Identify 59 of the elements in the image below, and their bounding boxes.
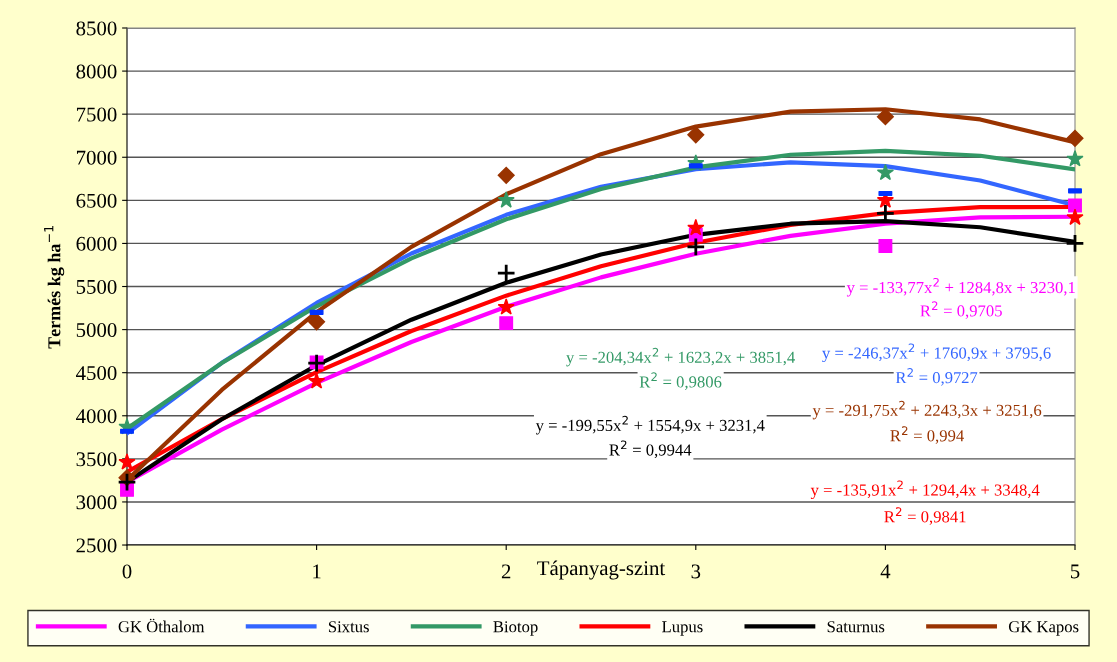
annotation: R$^{2}$ = 0,994: [890, 426, 964, 444]
point: [878, 239, 893, 253]
y-tick-label: 2500: [76, 538, 117, 553]
y-tick-label: 6000: [76, 236, 117, 251]
annotation: R$^{2}$ = 0,9727: [895, 368, 978, 386]
y-tick-label: 5000: [76, 322, 117, 338]
annotation: R$^{2}$ = 0,9944: [609, 440, 692, 459]
point: [308, 313, 326, 331]
legend-label: Lupus: [662, 621, 703, 636]
x-tick-label: 1: [313, 564, 321, 579]
point: [117, 472, 137, 492]
legend-label: Saturnus: [827, 621, 885, 633]
point: [686, 237, 706, 257]
annotation: y = -246,37x$^{2}$ + 1760,9x + 3795,6: [822, 343, 1051, 363]
point: [307, 372, 326, 389]
point: [1066, 129, 1084, 147]
annotation: y = -199,55x$^{2}$ + 1554,9x + 3231,4: [535, 415, 765, 435]
point: [876, 163, 895, 181]
annotation: y = -135,91x$^{2}$ + 1294,4x + 3348,4: [810, 480, 1040, 500]
x-tick-label: 4: [880, 564, 891, 579]
point: [875, 203, 896, 223]
point: [1066, 149, 1084, 167]
y-tick-label: 3500: [76, 452, 117, 467]
y-tick-label: 8000: [76, 64, 117, 79]
y-tick-label: 4000: [76, 409, 117, 424]
annotation: R$^{2}$ = 0,9841: [884, 507, 966, 525]
y-tick-label: 5500: [76, 279, 117, 294]
point: [1066, 208, 1084, 226]
y-tick-label: 8500: [76, 21, 117, 36]
legend-label: GK Kapos: [1008, 621, 1079, 636]
legend-label: Biotop: [493, 621, 538, 636]
point: [497, 166, 515, 184]
x-tick-label: 0: [122, 564, 132, 579]
point: [497, 191, 515, 208]
x-axis-title: Tápanyag-szint: [537, 560, 666, 580]
y-tick-label: 7000: [76, 150, 117, 165]
annotation: R$^{2}$ = 0,9806: [639, 372, 722, 390]
x-tick-label: 2: [501, 564, 511, 579]
point: [687, 126, 705, 144]
y-tick-label: 7500: [76, 107, 117, 122]
x-tick-label: 5: [1071, 564, 1080, 579]
legend-label: GK Öthalom: [118, 618, 205, 633]
point: [687, 218, 705, 236]
legend-label: Sixtus: [328, 621, 369, 633]
annotation: y = -204,34x$^{2}$ + 1623,2x + 3851,4: [566, 347, 795, 367]
point: [1065, 233, 1085, 254]
point: [499, 316, 514, 331]
y-axis-title: Termés kg ha$^{−1}$: [44, 225, 65, 349]
y-tick-label: 6500: [76, 193, 117, 208]
x-tick-label: 3: [691, 564, 701, 579]
annotation: y = -291,75x$^{2}$ + 2243,3x + 3251,6: [812, 400, 1042, 420]
y-tick-label: 4500: [76, 366, 117, 381]
y-tick-label: 3000: [76, 495, 117, 510]
annotation: y = -133,77x$^{2}$ + 1284,8x + 3230,1: [846, 277, 1075, 297]
point: [497, 298, 515, 315]
annotation: R$^{2}$ = 0,9705: [920, 301, 1002, 319]
point: [1068, 198, 1082, 213]
point: [496, 263, 516, 283]
point: [118, 453, 136, 470]
